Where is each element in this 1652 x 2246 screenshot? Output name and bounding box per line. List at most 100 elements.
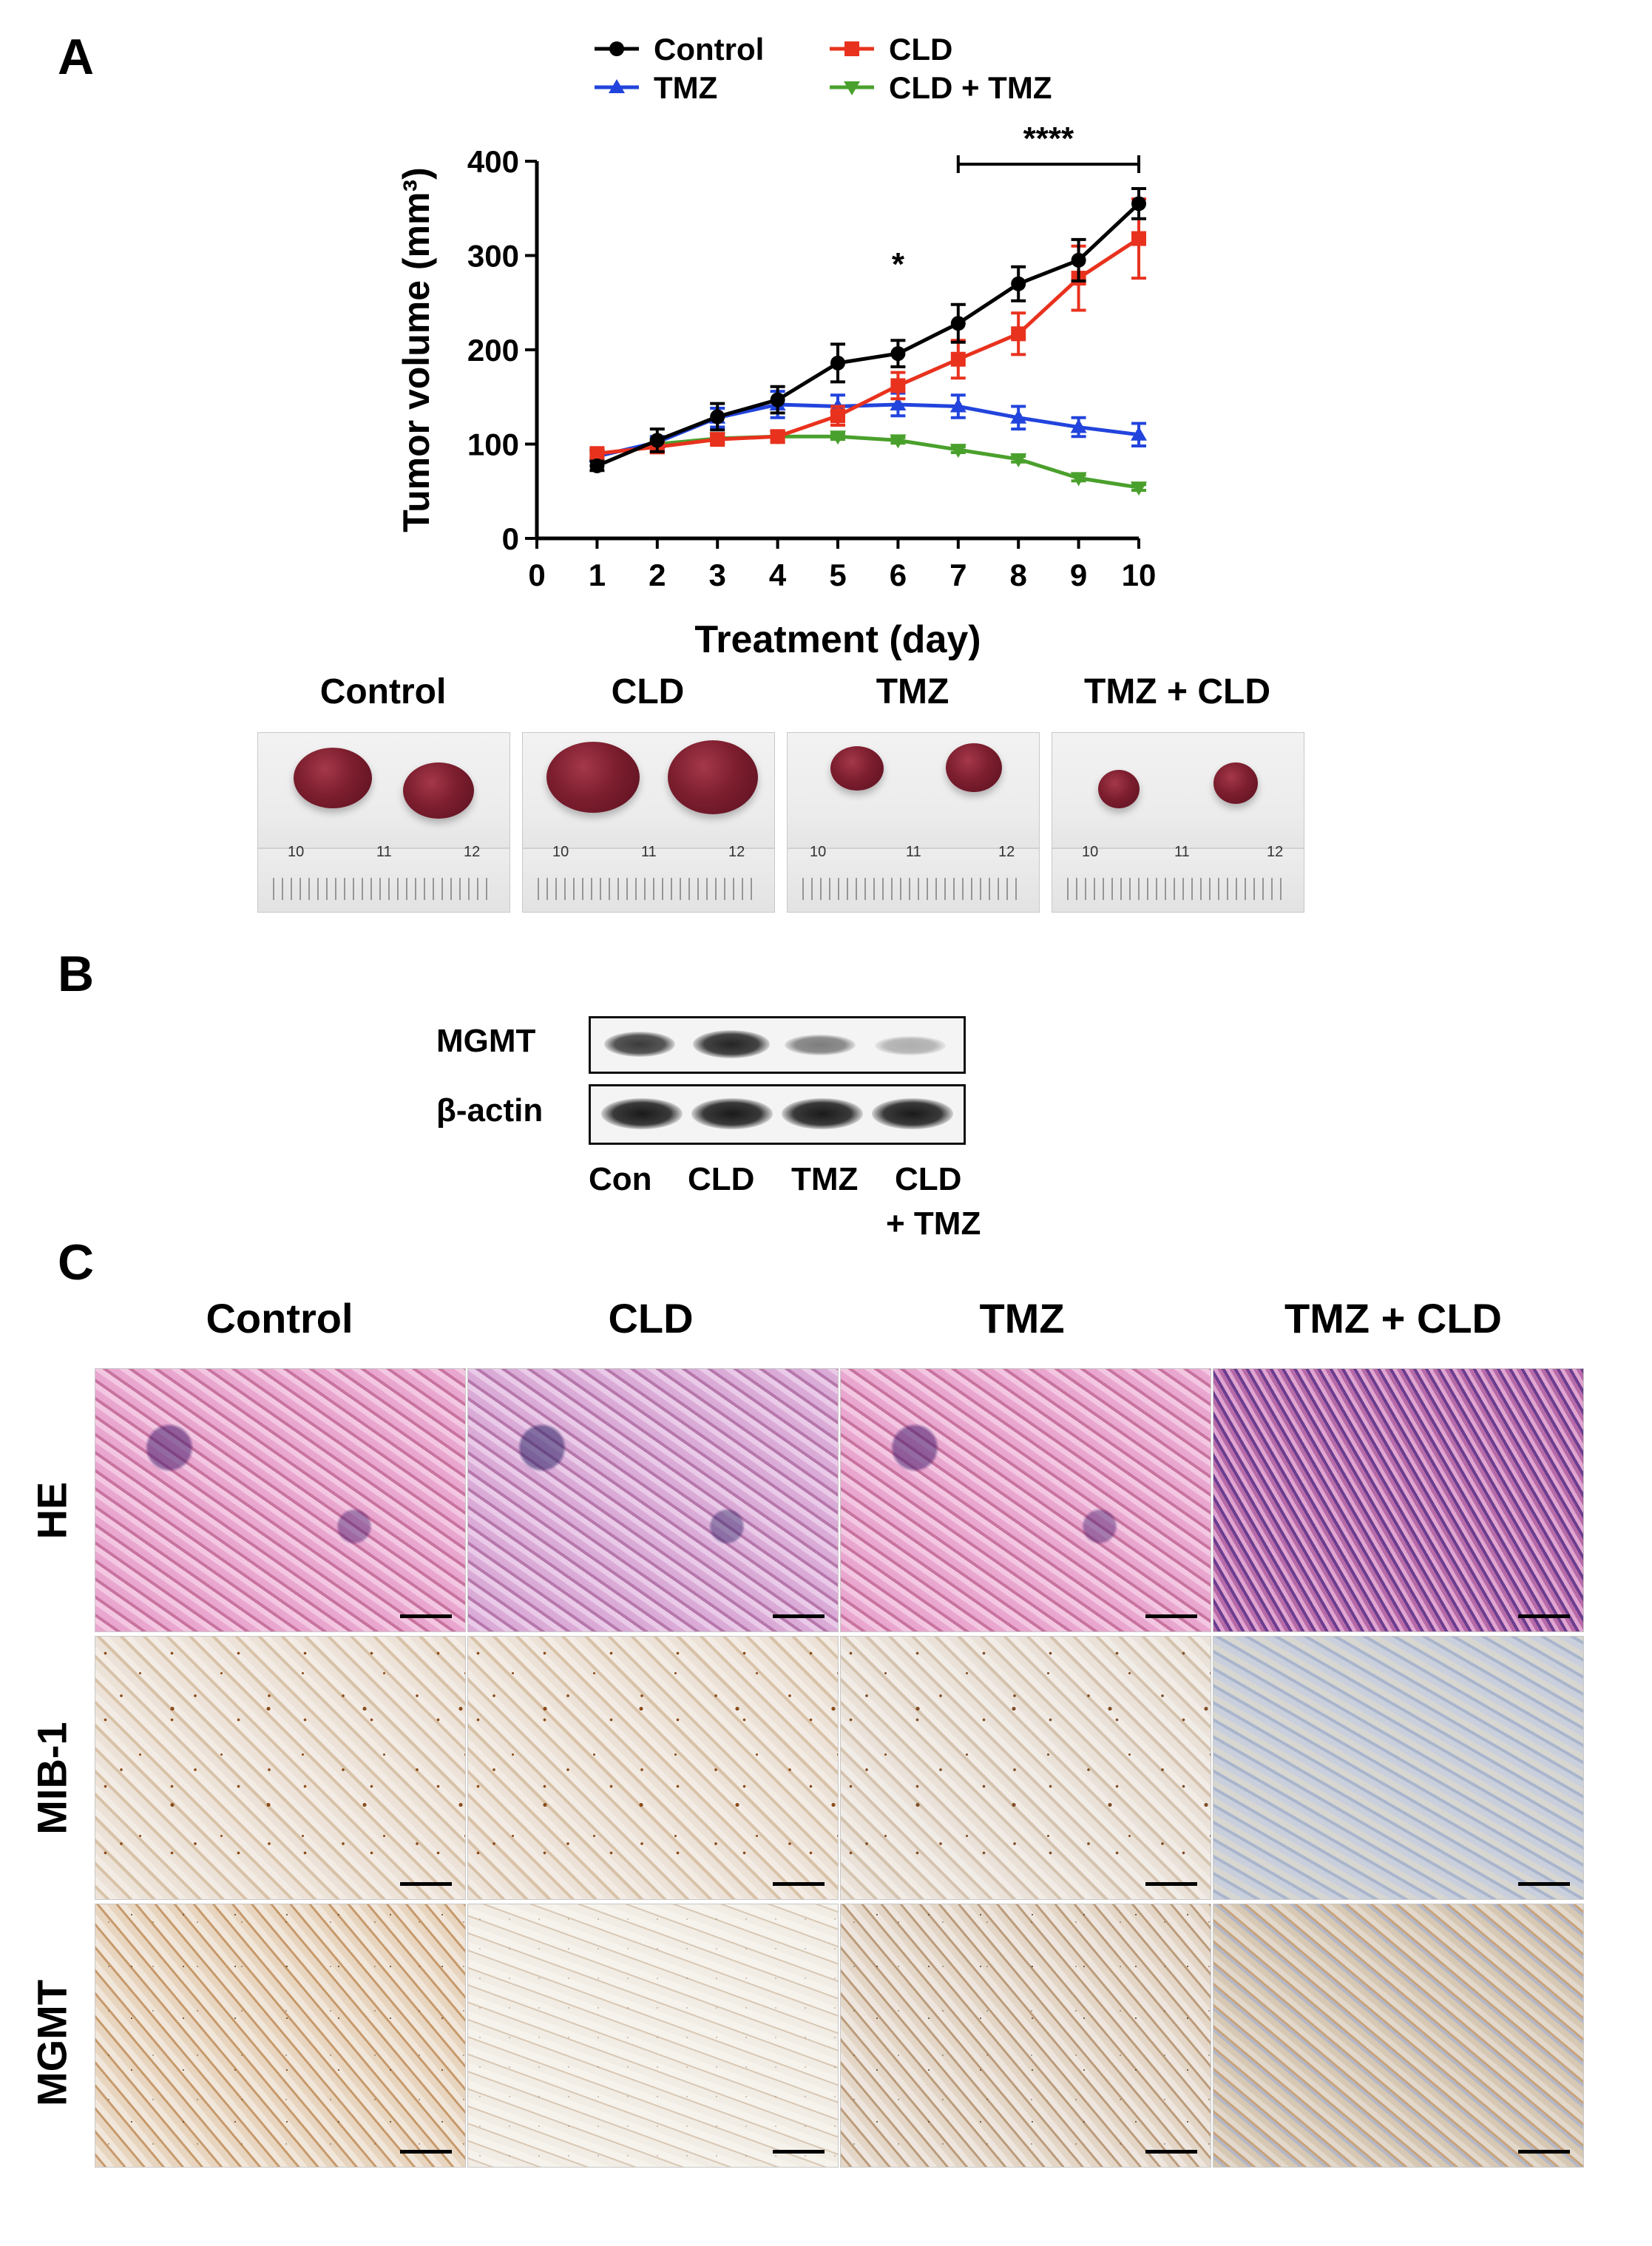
tumor-photo-control: 10 11 12 [257, 732, 510, 913]
ihc-col-tmz-cld: TMZ + CLD [1284, 1295, 1502, 1342]
ruler-number: 10 [1082, 844, 1099, 860]
ihc-mib1-tmz [840, 1636, 1211, 1900]
data-point-cld [830, 408, 845, 424]
data-point-cld [770, 429, 785, 444]
blot-band [782, 1098, 863, 1129]
x-tick-label: 3 [709, 558, 726, 592]
x-tick-label: 4 [769, 558, 787, 592]
lane-label-cld: CLD [688, 1161, 755, 1197]
blot-label-beta-actin: β-actin [436, 1092, 544, 1129]
legend-label-tmz: TMZ [654, 70, 717, 105]
blot-mgmt [589, 1016, 966, 1074]
data-point-tmz [1070, 419, 1087, 433]
ruler-number: 10 [288, 844, 305, 860]
data-point-cld-tmz [1131, 481, 1147, 496]
x-tick-label: 7 [949, 558, 967, 592]
data-point-control [1071, 252, 1086, 268]
tumor-label-control: Control [319, 672, 447, 711]
panel-letter-a: A [58, 29, 95, 85]
lane-label-tmz: TMZ [791, 1161, 859, 1197]
y-tick-label: 300 [467, 239, 519, 274]
data-point-cld-tmz [949, 444, 967, 459]
data-point-cld-tmz [1070, 472, 1087, 487]
ihc-col-cld: CLD [608, 1295, 694, 1342]
ruler-number: 11 [906, 844, 921, 860]
x-tick-label: 2 [649, 558, 666, 592]
ihc-col-tmz: TMZ [979, 1295, 1065, 1342]
tumor-image [668, 740, 758, 814]
blot-band [872, 1098, 953, 1129]
legend-label-cld-tmz: CLD + TMZ [889, 70, 1052, 105]
blot-band [875, 1036, 946, 1055]
panel-letter-b: B [58, 946, 95, 1002]
data-point-cld [890, 378, 906, 393]
x-tick-label: 5 [829, 558, 846, 592]
data-point-tmz [949, 398, 967, 413]
tumor-image [403, 762, 474, 819]
ruler-number: 12 [464, 844, 481, 860]
tumor-image [294, 748, 372, 808]
ihc-col-control: Control [206, 1295, 353, 1342]
data-point-tmz [890, 396, 907, 410]
significance-stars: **** [1023, 121, 1074, 157]
blot-band [693, 1030, 770, 1058]
x-axis-label: Treatment (day) [694, 618, 981, 661]
y-axis-label: Tumor volume (mm³) [396, 167, 437, 532]
ihc-he-cld [467, 1368, 839, 1632]
blot-band [601, 1098, 683, 1129]
data-point-control [1131, 196, 1146, 212]
tumor-image [830, 746, 884, 791]
panel-letter-c: C [58, 1234, 95, 1291]
legend-marker-cld-tmz [844, 81, 860, 95]
tumor-label-tmz: TMZ [876, 672, 949, 711]
x-tick-label: 6 [890, 558, 907, 592]
blot-beta-actin [589, 1084, 966, 1145]
lane-label-cld-tmz-2: + TMZ [886, 1205, 981, 1242]
ihc-mgmt-control [95, 1904, 466, 2168]
data-point-cld-tmz [890, 434, 907, 449]
data-point-control [589, 458, 605, 473]
ruler-number: 12 [728, 844, 745, 860]
blot-band [785, 1035, 856, 1055]
ihc-mib1-control [95, 1636, 466, 1900]
lane-label-cld-tmz-1: CLD [895, 1161, 962, 1197]
y-tick-label: 100 [467, 427, 519, 462]
data-point-control [1011, 276, 1026, 291]
ihc-he-tmz [840, 1368, 1211, 1632]
ihc-mgmt-tmz-cld [1213, 1904, 1584, 2168]
data-point-cld [589, 446, 605, 461]
data-point-control [830, 355, 845, 371]
blot-band [604, 1032, 675, 1057]
tumor-photo-tmz-cld: 10 11 12 [1052, 732, 1304, 913]
ruler-number: 11 [641, 844, 657, 860]
ihc-he-tmz-cld [1213, 1368, 1584, 1632]
significance-star: * [892, 246, 905, 283]
tumor-label-cld: CLD [611, 672, 685, 711]
data-point-control [770, 392, 785, 407]
data-point-control [649, 433, 665, 448]
data-point-control [950, 316, 966, 331]
data-point-cld-tmz [830, 430, 846, 445]
ihc-mib1-cld [467, 1636, 839, 1900]
ruler-number: 11 [1174, 844, 1190, 860]
ihc-row-mib1: MIB-1 [28, 1722, 75, 1835]
ihc-row-mgmt: MGMT [28, 1979, 75, 2107]
tumor-label-tmz-cld: TMZ + CLD [1084, 672, 1270, 711]
y-tick-label: 200 [467, 333, 519, 368]
legend-label-cld: CLD [889, 32, 952, 67]
y-tick-label: 0 [502, 521, 519, 556]
ruler-number: 10 [810, 844, 827, 860]
legend-marker-tmz [609, 79, 625, 93]
lane-label-con: Con [589, 1161, 652, 1197]
ihc-row-he: HE [28, 1481, 75, 1540]
data-point-tmz [1131, 426, 1147, 441]
ruler-number: 12 [1267, 844, 1284, 860]
data-point-cld [1131, 231, 1146, 246]
series-line-cld [597, 237, 1140, 456]
blot-band [691, 1098, 773, 1129]
data-point-cld-tmz [1010, 453, 1027, 467]
tumor-photo-cld: 10 11 12 [522, 732, 775, 913]
legend-marker-control [609, 41, 624, 56]
tumor-image [1098, 770, 1140, 808]
